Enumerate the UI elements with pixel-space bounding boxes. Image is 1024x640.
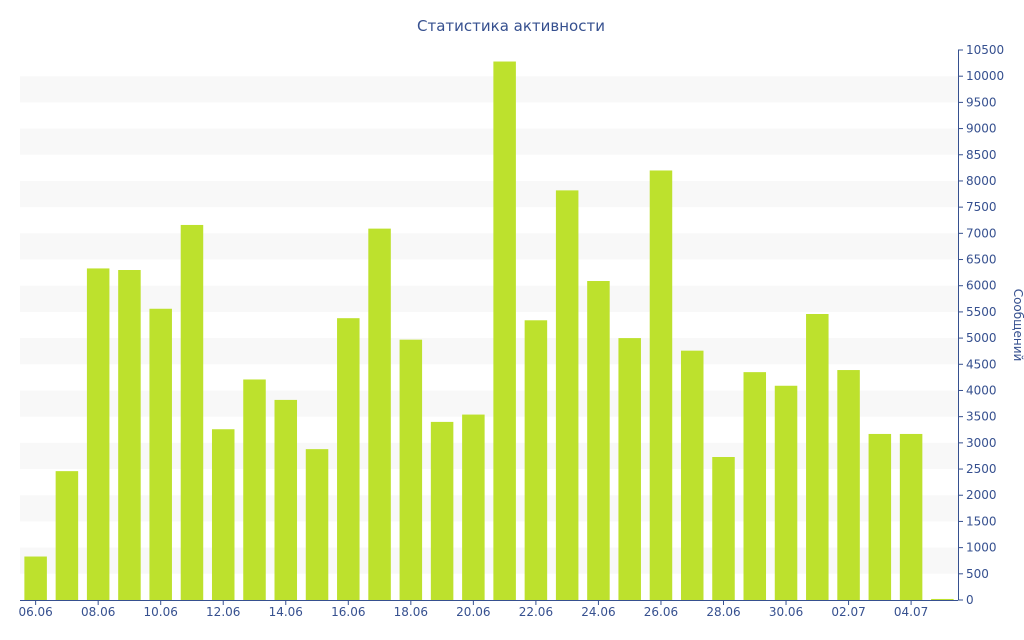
bar-21.06 xyxy=(493,61,516,601)
x-tick-label: 02.07 xyxy=(831,605,865,619)
bar-02.07 xyxy=(837,370,860,600)
bar-10.06 xyxy=(149,308,172,600)
bar-15.06 xyxy=(305,449,329,600)
x-tick-label: 16.06 xyxy=(331,605,365,619)
bar-16.06 xyxy=(337,318,360,600)
x-tick-label: 22.06 xyxy=(519,605,553,619)
y-axis-label: Сообщений xyxy=(1011,289,1024,362)
y-tick-label: 3500 xyxy=(966,410,997,424)
bar-14.06 xyxy=(274,399,298,600)
bar-07.06 xyxy=(55,471,79,600)
bar-09.06 xyxy=(118,270,141,600)
y-tick-label: 9000 xyxy=(966,122,997,136)
x-tick-label: 04.07 xyxy=(894,605,928,619)
y-axis-ticks: 0 500 1000 1500 2000 2500 3000 3500 4000 4500 5000… xyxy=(958,43,1004,607)
y-tick-label: 7500 xyxy=(966,200,997,214)
bar-29.06 xyxy=(743,372,767,600)
bar-24.06 xyxy=(587,281,610,600)
bar-17.06 xyxy=(368,228,391,600)
bar-25.06 xyxy=(618,338,641,600)
grid-band-7 xyxy=(20,180,958,208)
y-tick-label: 3000 xyxy=(966,436,997,450)
bar-22.06 xyxy=(524,320,548,600)
bar-20.06 xyxy=(462,414,485,600)
bar-27.06 xyxy=(680,350,704,600)
bar-13.06 xyxy=(243,379,266,600)
x-tick-label: 26.06 xyxy=(644,605,678,619)
x-axis-ticks: 06.06 08.06 10.06 12.06 14.06 16.06 18.06 20.06… xyxy=(18,600,928,619)
x-tick-label: 10.06 xyxy=(144,605,178,619)
bar-04.07 xyxy=(899,433,923,600)
x-tick-label: 30.06 xyxy=(769,605,803,619)
y-tick-label: 1500 xyxy=(966,514,997,528)
bar-23.06 xyxy=(555,190,579,600)
y-tick-label: 4500 xyxy=(966,357,997,371)
grid-band-1 xyxy=(20,495,958,522)
y-tick-label: 10000 xyxy=(966,69,1004,83)
y-tick-label: 0 xyxy=(966,593,974,607)
grid-band-4 xyxy=(20,338,958,365)
bar-18.06 xyxy=(399,339,423,600)
grid-band-5 xyxy=(20,285,958,312)
y-tick-label: 9500 xyxy=(966,95,997,109)
bar-26.06 xyxy=(649,170,673,600)
bar-01.07 xyxy=(806,314,829,600)
bar-03.07 xyxy=(868,433,892,600)
grid-band-0 xyxy=(20,547,958,574)
grid-band-8 xyxy=(20,128,958,155)
bar-05.07 xyxy=(931,598,954,600)
bar-11.06 xyxy=(180,224,204,600)
y-tick-label: 8500 xyxy=(966,148,997,162)
bar-08.06 xyxy=(86,268,110,600)
bars-group xyxy=(24,61,954,601)
bar-06.06 xyxy=(24,556,47,600)
bar-30.06 xyxy=(774,385,798,600)
y-tick-label: 7000 xyxy=(966,226,997,240)
x-tick-label: 20.06 xyxy=(456,605,490,619)
x-tick-label: 12.06 xyxy=(206,605,240,619)
x-tick-label: 14.06 xyxy=(269,605,303,619)
y-tick-label: 6000 xyxy=(966,279,997,293)
chart-title: Статистика активности xyxy=(417,17,605,35)
axes-group xyxy=(20,50,959,601)
grid-band-9 xyxy=(20,76,958,103)
y-tick-label: 4000 xyxy=(966,383,997,397)
grid-bands xyxy=(20,76,958,574)
x-tick-label: 06.06 xyxy=(18,605,52,619)
y-tick-label: 6500 xyxy=(966,253,997,267)
x-tick-label: 18.06 xyxy=(394,605,428,619)
y-tick-label: 2000 xyxy=(966,488,997,502)
bar-28.06 xyxy=(712,457,735,600)
grid-band-6 xyxy=(20,233,958,260)
y-tick-label: 8000 xyxy=(966,174,997,188)
grid-band-2 xyxy=(20,442,958,470)
grid-band-3 xyxy=(20,390,958,417)
y-tick-label: 1000 xyxy=(966,541,997,555)
bar-12.06 xyxy=(211,429,235,600)
x-tick-label: 24.06 xyxy=(581,605,615,619)
y-tick-label: 5000 xyxy=(966,331,997,345)
bar-19.06 xyxy=(430,421,454,600)
y-tick-label: 5500 xyxy=(966,305,997,319)
y-tick-label: 500 xyxy=(966,567,989,581)
y-tick-label: 10500 xyxy=(966,43,1004,57)
y-tick-label: 2500 xyxy=(966,462,997,476)
x-tick-label: 08.06 xyxy=(81,605,115,619)
x-tick-label: 28.06 xyxy=(706,605,740,619)
